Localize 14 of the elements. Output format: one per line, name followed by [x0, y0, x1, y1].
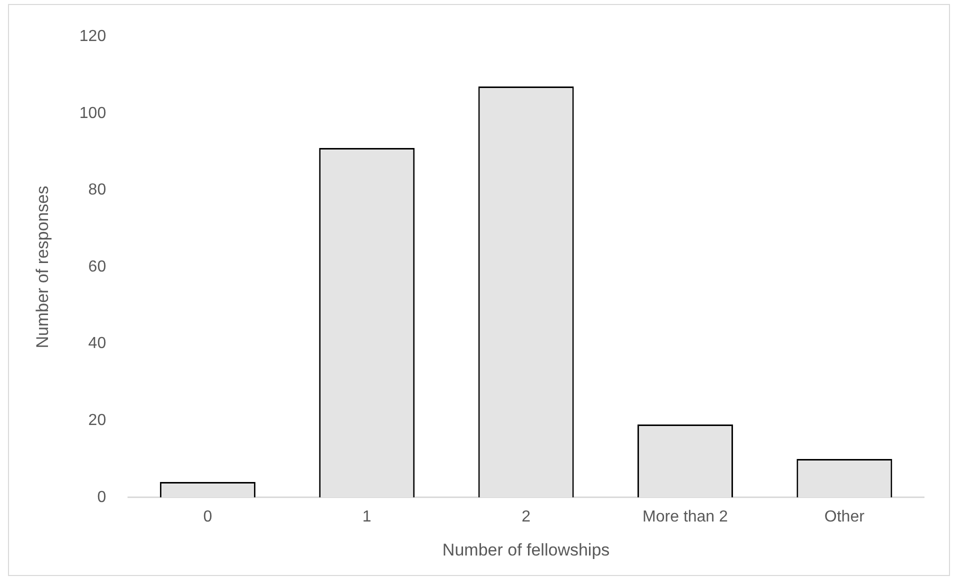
y-tick-label: 20 [88, 412, 106, 430]
x-tick-label: 2 [522, 508, 531, 526]
y-tick-label: 0 [97, 488, 106, 506]
x-tick-label: Other [824, 508, 866, 526]
y-tick-label: 40 [88, 335, 106, 352]
x-axis-title: Number of fellowships [442, 540, 610, 560]
y-tick-label: 80 [88, 182, 106, 199]
x-tick-label: 0 [203, 508, 212, 526]
y-tick-label: 60 [88, 258, 106, 276]
y-axis-title: Number of responses [32, 186, 52, 348]
y-tick-label: 120 [79, 28, 106, 46]
x-tick-label: More than 2 [642, 508, 728, 526]
x-tick-label: 1 [362, 508, 372, 526]
y-tick-label: 100 [79, 104, 106, 122]
